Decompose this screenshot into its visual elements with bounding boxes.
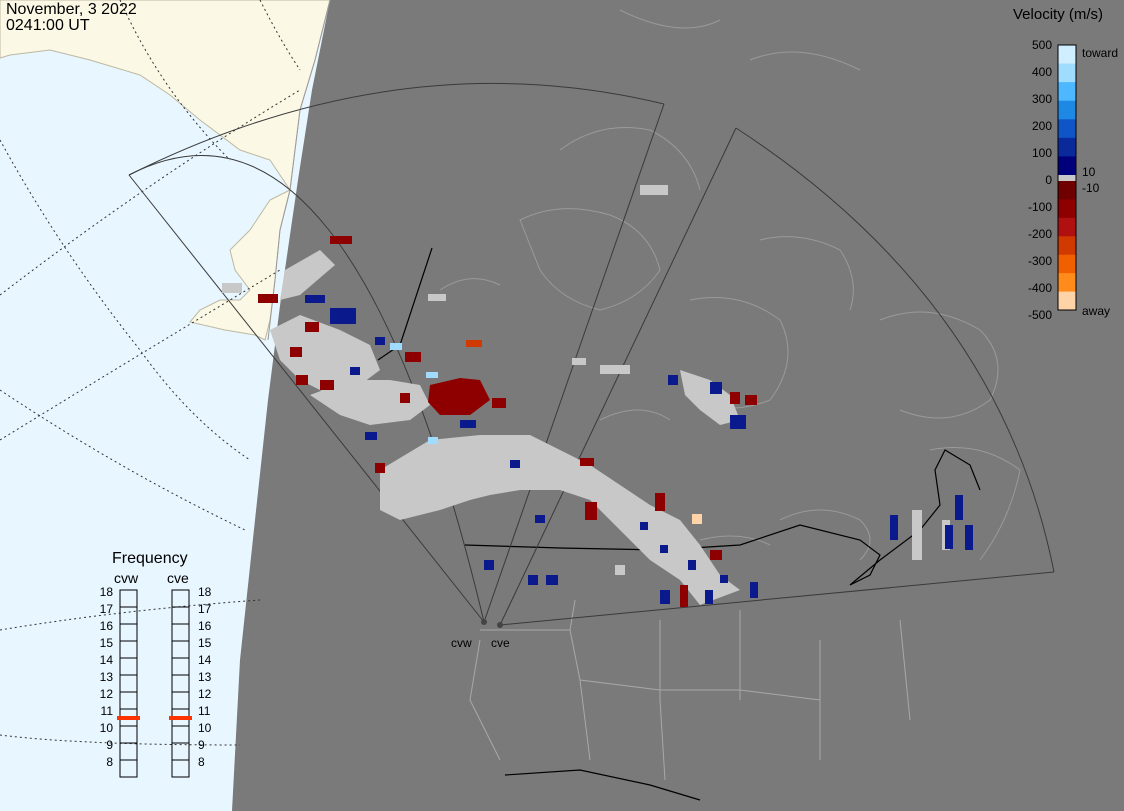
colorbar-tick-label: 200 (1032, 119, 1052, 133)
date-label: November, 3 2022 (6, 1, 137, 18)
frequency-title: Frequency (112, 550, 188, 567)
colorbar-swatch-ground (1058, 175, 1076, 181)
freq-scale-label: 10 (100, 721, 114, 735)
colorbar-tick-label: -500 (1028, 308, 1052, 322)
colorbar-swatch-toward (1058, 100, 1076, 120)
colorbar-swatch-toward (1058, 63, 1076, 83)
away-velocity-cells (258, 236, 757, 607)
colorbar-tick-label: 0 (1045, 173, 1052, 187)
freq-scale-label: 9 (106, 738, 113, 752)
colorbar-tick-label: 400 (1032, 65, 1052, 79)
frequency-panel: 18 17 16 15 14 13 12 11 10 9 8 18 17 16 15 14 13 12 11 10 9 8 (100, 585, 212, 778)
freq-scale-label: 13 (198, 670, 212, 684)
freq-scale-label: 15 (100, 636, 114, 650)
colorbar-end-top: toward (1082, 46, 1118, 60)
light-away-cell (692, 514, 702, 524)
colorbar-tick-label: -100 (1028, 200, 1052, 214)
colorbar-swatch-away (1058, 254, 1076, 274)
freq-scale-label: 8 (106, 755, 113, 769)
toward-velocity-cells (305, 295, 973, 604)
colorbar-swatch-away (1058, 291, 1076, 311)
freq-indicator-cve (169, 716, 192, 720)
state-borders (469, 599, 911, 781)
freq-scale-label: 13 (100, 670, 114, 684)
colorbar-swatch-away (1058, 181, 1076, 200)
velocity-colorbar: 500 400 300 200 100 0 -100 -200 -300 -400 -500 10 -1… (1028, 38, 1118, 322)
colorbar-swatch-away (1058, 199, 1076, 219)
freq-scale-label: 14 (198, 653, 212, 667)
radar-site-cvw[interactable] (481, 619, 487, 625)
colorbar-swatch-toward (1058, 119, 1076, 139)
colorbar-swatch-toward (1058, 82, 1076, 102)
freq-cell (171, 759, 190, 778)
colorbar-tick-label: 300 (1032, 92, 1052, 106)
day-land (0, 0, 331, 341)
freq-scale-label: 10 (198, 721, 212, 735)
freq-scale-label: 11 (101, 704, 114, 718)
freq-scale-label: 18 (198, 585, 212, 599)
freq-scale-label: 8 (198, 755, 205, 769)
freq-scale-label: 14 (100, 653, 114, 667)
orange-cell (466, 340, 482, 347)
colorbar-swatch-away (1058, 273, 1076, 293)
freq-scale-label: 12 (198, 687, 212, 701)
colorbar-tick-label: 100 (1032, 146, 1052, 160)
night-region (232, 0, 1124, 811)
colorbar-swatch-away (1058, 236, 1076, 256)
freq-scale-label: 12 (100, 687, 114, 701)
colorbar-tick-label: -300 (1028, 254, 1052, 268)
freq-scale-label: 18 (100, 585, 114, 599)
colorbar-near-zero-pos: 10 (1082, 165, 1096, 179)
freq-scale-label: 11 (198, 704, 211, 718)
colorbar-tick-label: -400 (1028, 281, 1052, 295)
ground-scatter (222, 185, 950, 605)
site-label-cve: cve (491, 636, 510, 650)
freq-scale-label: 16 (100, 619, 114, 633)
freq-cell (119, 759, 138, 778)
colorbar-near-zero-neg: -10 (1082, 181, 1100, 195)
colorbar-swatch-toward (1058, 45, 1076, 65)
freq-indicator-cvw (117, 716, 140, 720)
site-label-cvw: cvw (451, 636, 472, 650)
freq-radar-cvw: cvw (114, 570, 139, 586)
time-label: 0241:00 UT (6, 17, 90, 34)
colorbar-end-bottom: away (1082, 304, 1110, 318)
freq-scale-label: 9 (198, 738, 205, 752)
colorbar-swatch-away (1058, 217, 1076, 237)
freq-scale-label: 16 (198, 619, 212, 633)
freq-scale-label: 15 (198, 636, 212, 650)
colorbar-swatch-toward (1058, 137, 1076, 157)
freq-scale-label: 17 (198, 602, 212, 616)
freq-radar-cve: cve (167, 570, 189, 586)
grid-lines (0, 0, 301, 746)
colorbar-swatch-toward (1058, 156, 1076, 176)
light-toward-cells (390, 343, 438, 444)
colorbar-frame (1057, 44, 1077, 311)
freq-scale-label: 17 (100, 602, 114, 616)
radar-site-cve[interactable] (497, 622, 503, 628)
colorbar-tick-label: 500 (1032, 38, 1052, 52)
legend-title: Velocity (m/s) (1013, 6, 1104, 23)
colorbar-tick-label: -200 (1028, 227, 1052, 241)
